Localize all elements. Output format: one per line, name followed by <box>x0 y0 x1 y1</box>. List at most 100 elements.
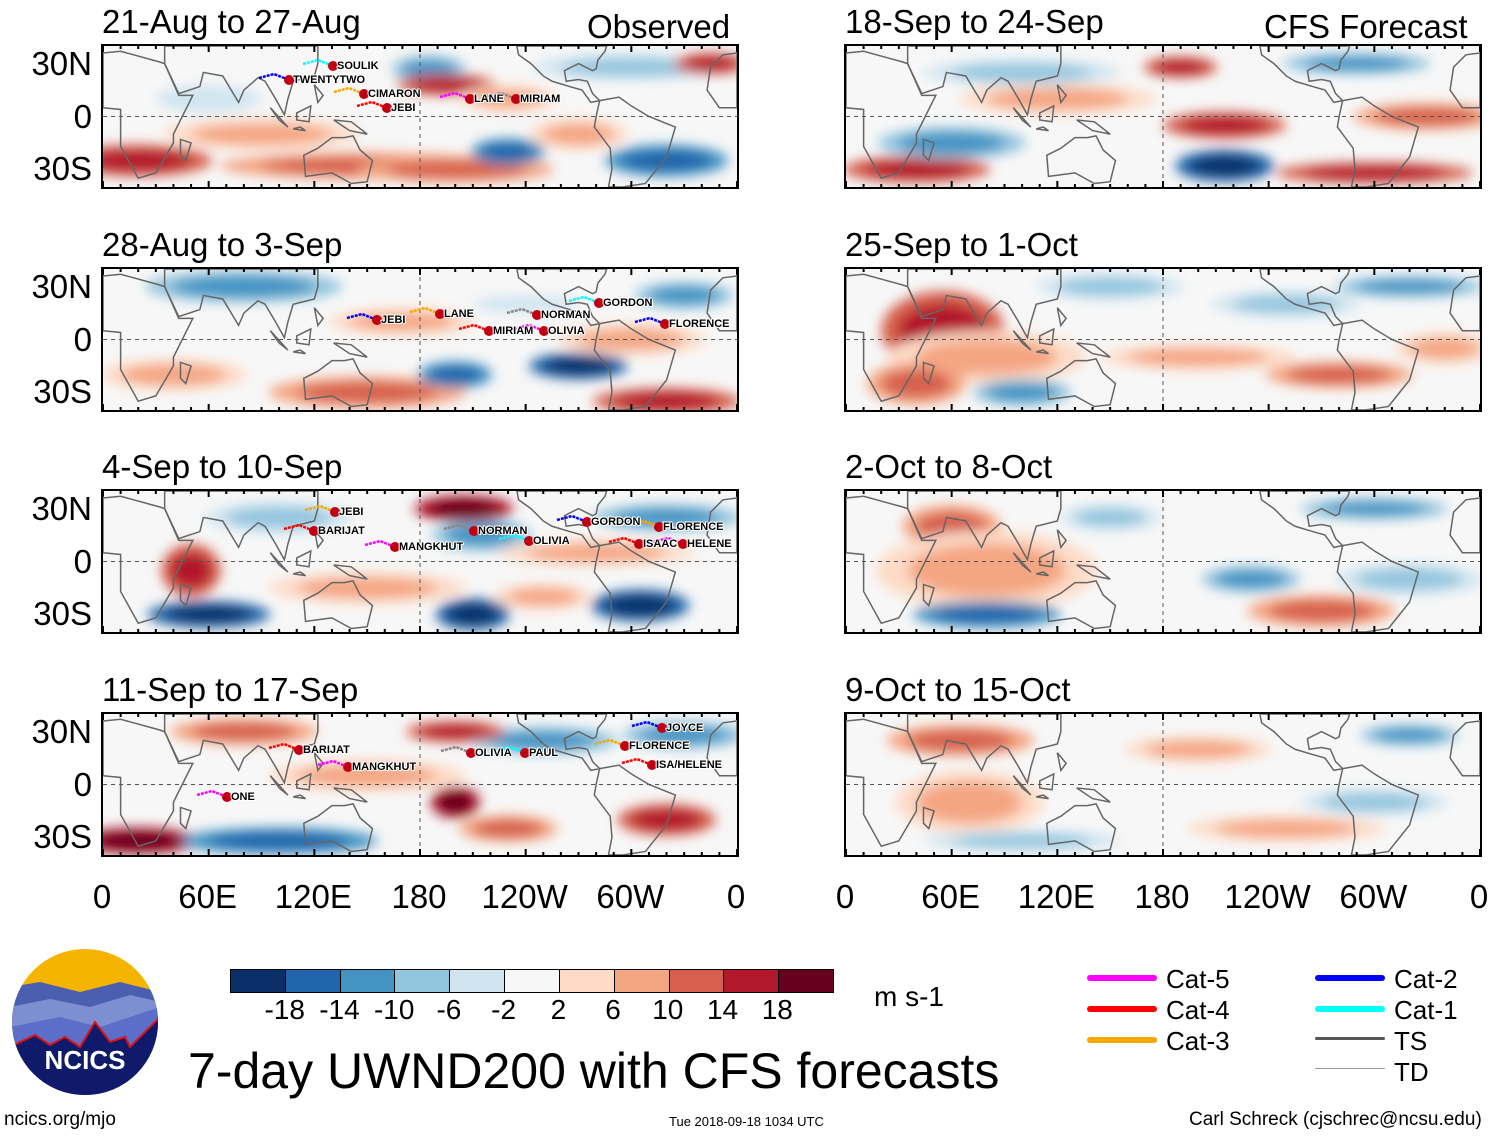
colorbar-swatch <box>395 970 451 992</box>
storm-label: BARIJAT <box>303 744 350 756</box>
colorbar-tick-label: -6 <box>436 994 462 1025</box>
hurricane-icon <box>484 326 494 336</box>
wind-anomaly-contour <box>1303 165 1445 180</box>
wind-anomaly-contour <box>437 791 473 813</box>
panel-title: 25-Sep to 1-Oct <box>845 226 1078 263</box>
source-url[interactable]: ncics.org/mjo <box>4 1109 116 1130</box>
coastline <box>313 529 325 550</box>
coastline <box>846 273 938 403</box>
storm-label: TWENTYTWO <box>293 74 366 86</box>
coastline <box>906 46 1062 117</box>
storm-label: LANE <box>444 308 474 320</box>
legend-label: Cat-4 <box>1166 995 1230 1025</box>
coastline <box>179 138 192 162</box>
wind-anomaly-contour <box>1356 279 1463 294</box>
x-tick-label: 180 <box>391 878 447 915</box>
coastline <box>922 138 935 162</box>
y-tick-label: 0 <box>73 320 92 358</box>
colorbar-units: m s-1 <box>874 981 944 1012</box>
wind-anomaly-contour <box>472 295 579 314</box>
map-panel: BARIJAT MANGKHUT OLIVIA PAUL JOYCE FLORENCE IS… <box>101 712 739 857</box>
storm-label: LANE <box>474 93 504 105</box>
y-tick-label: 30N <box>31 267 92 305</box>
wind-anomaly-contour <box>384 160 526 179</box>
storm-label: NORMAN <box>478 525 528 537</box>
timestamp: Tue 2018-09-18 1034 UTC <box>669 1114 824 1129</box>
wind-anomaly-contour <box>169 552 213 588</box>
storm-track <box>621 757 653 767</box>
colorbar-tick-label: 14 <box>706 994 739 1025</box>
legend-label: TD <box>1394 1057 1429 1087</box>
panel-title: 2-Oct to 8-Oct <box>845 448 1053 485</box>
wind-anomaly-contour <box>428 499 500 518</box>
legend-label: TS <box>1394 1026 1428 1056</box>
panel-title: 4-Sep to 10-Sep <box>102 448 343 485</box>
wind-anomaly-contour <box>1409 337 1480 359</box>
coastline <box>1056 307 1068 328</box>
x-tick-label: 180 <box>1134 878 1190 915</box>
coastline <box>1045 803 1117 853</box>
legend-swatch-cat-4 <box>1087 1006 1157 1012</box>
wind-anomaly-contour <box>622 149 711 172</box>
hurricane-icon <box>520 748 530 758</box>
coastline <box>163 714 319 785</box>
coastline <box>103 50 195 180</box>
coastline <box>1449 275 1480 332</box>
hurricane-icon <box>328 61 338 71</box>
legend-swatch-cat-2 <box>1315 975 1385 981</box>
coastline <box>179 583 192 607</box>
y-tick-label: 30S <box>33 373 92 411</box>
coastline <box>846 495 938 625</box>
coastline <box>103 273 195 403</box>
storm-track <box>628 519 660 529</box>
colorbar-swatch <box>285 970 341 992</box>
wind-anomaly-contour <box>1321 501 1428 516</box>
legend-swatch-cat-5 <box>1087 975 1157 981</box>
legend-swatch-ts <box>1315 1037 1385 1040</box>
wind-anomaly-contour <box>1356 568 1463 590</box>
coastline <box>269 107 289 128</box>
wind-anomaly-contour <box>1303 56 1410 71</box>
legend-swatch-cat-3 <box>1087 1037 1157 1043</box>
coastline <box>293 794 306 800</box>
panel-title: 21-Aug to 27-Aug <box>102 3 361 40</box>
hurricane-icon <box>582 517 592 527</box>
wind-anomaly-contour <box>508 587 579 606</box>
hurricane-icon <box>532 310 542 320</box>
wind-anomaly-contour <box>613 392 720 410</box>
colorbar-swatch <box>724 970 780 992</box>
storm-track <box>443 523 475 533</box>
storm-label: JEBI <box>381 314 406 326</box>
storm-track <box>513 323 545 333</box>
observed-label: Observed <box>587 8 731 45</box>
wind-anomaly-contour <box>428 365 482 384</box>
coastline <box>103 495 195 625</box>
storm-label: FLORENCE <box>629 740 690 752</box>
storm-label: OLIVIA <box>475 747 512 759</box>
coastline <box>906 491 1062 562</box>
coastline <box>706 497 737 554</box>
coastline <box>1045 135 1117 185</box>
hurricane-icon <box>382 103 392 113</box>
storm-track <box>608 536 640 546</box>
hurricane-icon <box>294 745 304 755</box>
coastline <box>1336 764 1420 855</box>
logo-text: NCICS <box>45 1045 126 1075</box>
hurricane-icon <box>309 526 319 536</box>
wind-anomaly-contour <box>446 603 500 625</box>
coastline <box>706 275 737 332</box>
coastline <box>1012 775 1032 796</box>
storm-track <box>409 306 441 316</box>
coastline <box>1038 104 1055 123</box>
hurricane-icon <box>620 741 630 751</box>
coastline <box>293 126 306 132</box>
colorbar-tick-label: 10 <box>652 994 684 1025</box>
coastline <box>1336 319 1420 410</box>
hurricane-icon <box>511 94 521 104</box>
x-tick-label: 0 <box>835 878 855 915</box>
coastline <box>1036 349 1049 355</box>
y-tick-label: 30S <box>33 595 92 633</box>
colorbar-tick-label: 18 <box>761 994 793 1025</box>
hurricane-icon <box>678 539 688 549</box>
map-panel <box>844 44 1482 189</box>
